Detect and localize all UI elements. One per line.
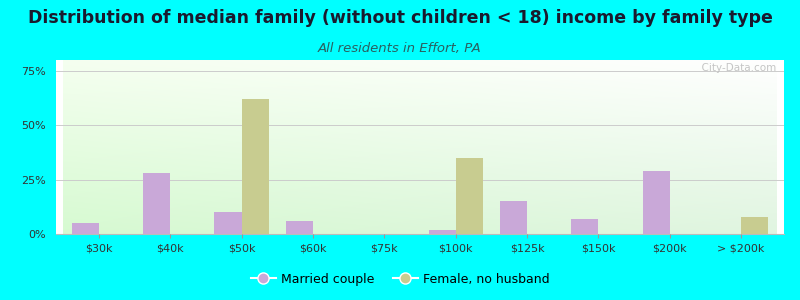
Text: City-Data.com: City-Data.com xyxy=(695,64,777,74)
Bar xyxy=(143,173,170,234)
Text: All residents in Effort, PA: All residents in Effort, PA xyxy=(318,42,482,55)
Bar xyxy=(286,221,313,234)
Bar xyxy=(72,223,99,234)
Bar xyxy=(214,212,242,234)
Bar xyxy=(642,171,670,234)
Legend: Married couple, Female, no husband: Married couple, Female, no husband xyxy=(246,268,554,291)
Bar xyxy=(500,201,527,234)
Bar xyxy=(242,99,269,234)
Bar xyxy=(456,158,483,234)
Bar xyxy=(571,219,598,234)
Bar xyxy=(741,217,768,234)
Text: Distribution of median family (without children < 18) income by family type: Distribution of median family (without c… xyxy=(27,9,773,27)
Bar xyxy=(429,230,456,234)
